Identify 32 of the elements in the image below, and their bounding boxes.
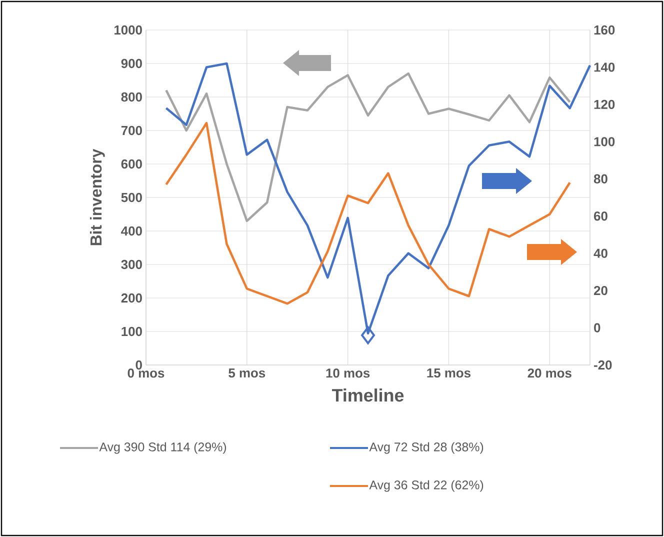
legend-label: Avg 390 Std 114 (29%): [99, 442, 226, 454]
x-tick-label: 15 mos: [427, 368, 470, 378]
y-tick-label: 0: [136, 360, 142, 370]
y2-tick-label: 40: [594, 248, 608, 258]
y-tick-label: 200: [121, 293, 142, 303]
y-tick-label: 300: [121, 260, 142, 270]
y-tick-label: 600: [121, 159, 142, 169]
y2-tick-label: 80: [594, 174, 608, 184]
x-tick-label: 10 mos: [326, 368, 370, 378]
y2-tick-label: 160: [594, 25, 615, 35]
legend-label: Avg 72 Std 28 (38%): [369, 442, 484, 454]
y2-tick-label: -20: [594, 360, 612, 370]
y2-tick-label: 100: [594, 137, 615, 146]
x-axis-title: Timeline: [332, 388, 404, 402]
x-tick-label: 5 mos: [228, 368, 266, 378]
y-tick-label: 100: [122, 326, 142, 336]
x-tick-label: 0 mos: [128, 368, 164, 378]
y-tick-label: 700: [121, 126, 142, 136]
y-tick-label: 500: [121, 192, 142, 202]
y2-tick-label: 0: [594, 323, 600, 332]
y2-tick-label: 20: [594, 286, 608, 296]
y-tick-label: 900: [121, 58, 142, 68]
x-tick-label: 20 mos: [528, 368, 572, 378]
line-series: [165, 72, 571, 222]
y-tick-label: 1000: [114, 25, 142, 35]
y2-tick-label: 60: [594, 212, 608, 221]
y-tick-label: 800: [121, 92, 142, 102]
legend-label: Avg 36 Std 22 (62%): [369, 480, 484, 492]
y-tick-label: 400: [121, 226, 142, 236]
y2-tick-label: 140: [594, 62, 615, 72]
y-axis-title: Bit inventory: [90, 148, 105, 246]
y2-tick-label: 120: [594, 100, 615, 110]
